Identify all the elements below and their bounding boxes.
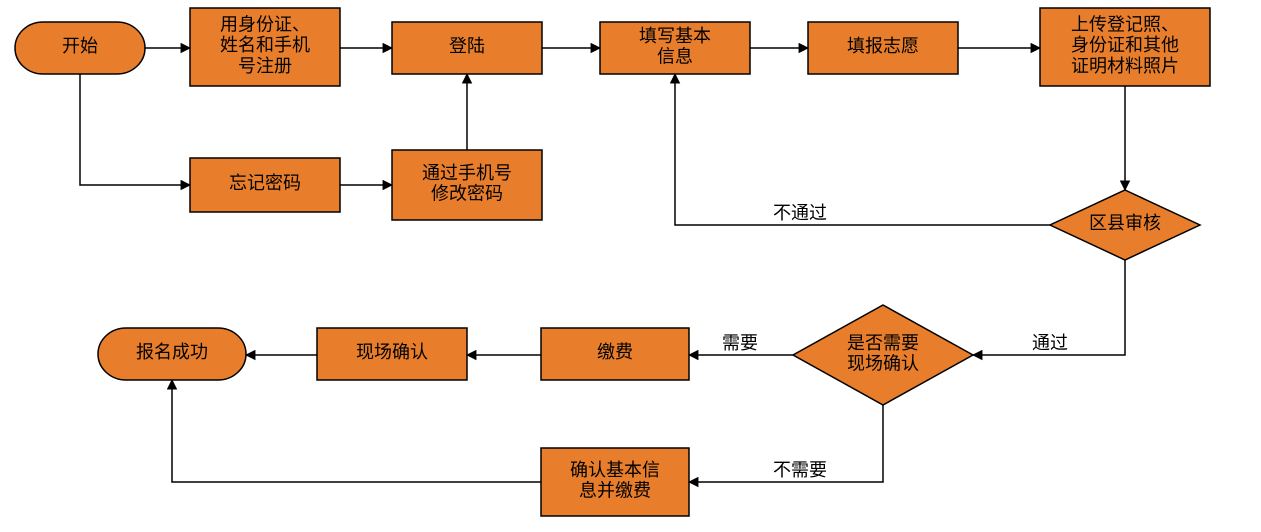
- node-resetpw: 通过手机号修改密码: [392, 150, 542, 220]
- flowchart-canvas: 不通过通过 需要不需要 开始 用身份证、姓名和手机号注册 登陆 填写基本信息 填报志愿 上传登…: [0, 0, 1261, 532]
- node-fillinfo: 填写基本信息: [600, 22, 750, 74]
- node-text: 号注册: [238, 56, 292, 76]
- node-text: 登陆: [449, 36, 485, 56]
- node-text: 姓名和手机: [220, 35, 310, 55]
- node-forgot: 忘记密码: [190, 158, 340, 212]
- node-register: 用身份证、姓名和手机号注册: [190, 8, 340, 86]
- node-text: 缴费: [597, 342, 633, 362]
- node-confirmpay: 确认基本信息并缴费: [541, 448, 689, 516]
- node-needconfirm: 是否需要现场确认: [793, 305, 973, 405]
- node-volunteer: 填报志愿: [808, 22, 958, 74]
- edge-label-needconfirm-pay: 需要: [722, 333, 758, 353]
- node-text: 上传登记照、: [1071, 14, 1179, 34]
- node-review: 区县审核: [1050, 190, 1200, 260]
- node-onsite: 现场确认: [317, 328, 467, 380]
- node-text: 证明材料照片: [1071, 56, 1179, 76]
- node-text: 填报志愿: [847, 36, 919, 56]
- node-pay: 缴费: [541, 328, 689, 380]
- node-text: 是否需要: [847, 333, 919, 353]
- edge-review-fillinfo: [675, 74, 1050, 225]
- node-upload: 上传登记照、身份证和其他证明材料照片: [1040, 8, 1210, 86]
- edge-start-forgot: [80, 74, 190, 185]
- node-text: 确认基本信: [570, 460, 660, 480]
- edge-label-review-fillinfo: 不通过: [773, 203, 827, 223]
- node-text: 开始: [62, 36, 98, 56]
- node-text: 现场确认: [356, 342, 428, 362]
- node-text: 修改密码: [431, 183, 503, 203]
- edges-layer: 不通过通过 需要不需要: [80, 48, 1125, 482]
- node-text: 信息: [657, 46, 693, 66]
- node-text: 身份证和其他: [1071, 35, 1179, 55]
- edge-confirmpay-success: [172, 380, 541, 482]
- node-text: 用身份证、: [220, 14, 310, 34]
- node-text: 忘记密码: [229, 173, 301, 193]
- node-start: 开始: [15, 22, 145, 74]
- node-text: 区县审核: [1089, 213, 1161, 233]
- node-text: 通过手机号: [422, 163, 512, 183]
- node-text: 填写基本: [639, 26, 711, 46]
- edge-label-review-needconfirm: 通过: [1032, 333, 1068, 353]
- nodes-layer: 开始 用身份证、姓名和手机号注册 登陆 填写基本信息 填报志愿 上传登记照、身份证和其他证…: [15, 8, 1210, 516]
- node-text: 现场确认: [847, 353, 919, 373]
- node-login: 登陆: [392, 22, 542, 74]
- node-success: 报名成功: [98, 328, 246, 380]
- node-text: 报名成功: [136, 342, 208, 362]
- node-text: 息并缴费: [579, 480, 651, 500]
- edge-label-needconfirm-confirmpay: 不需要: [773, 460, 827, 480]
